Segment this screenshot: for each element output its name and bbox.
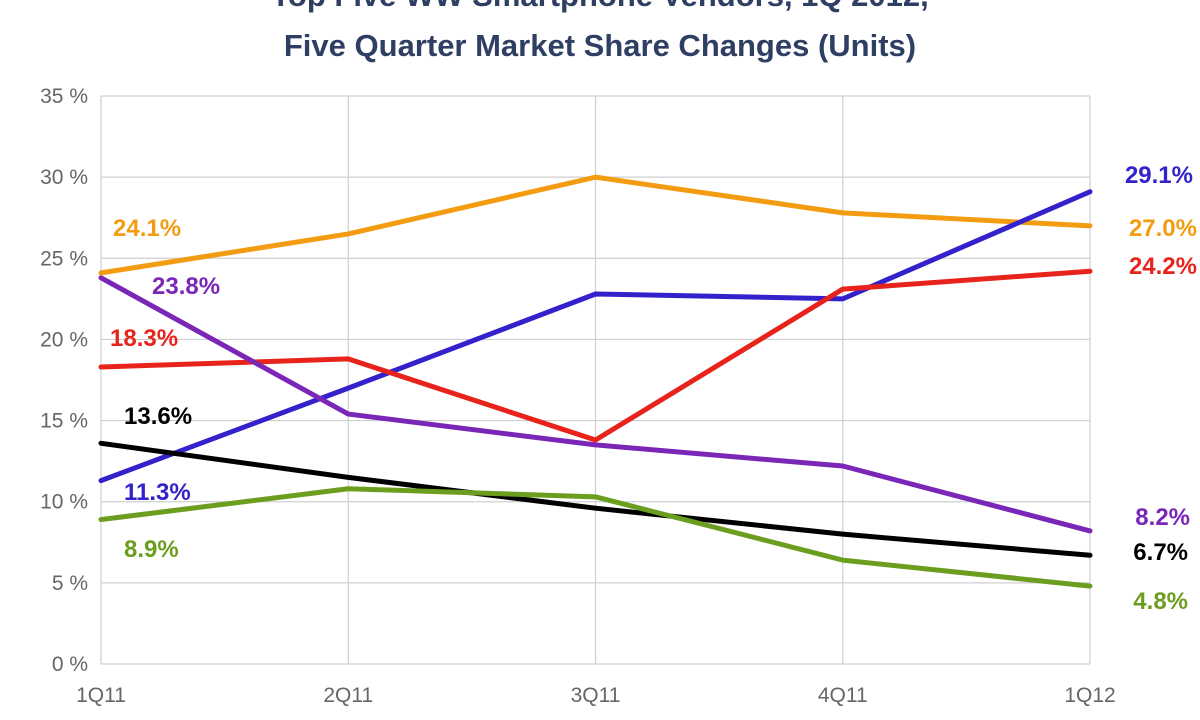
- chart-title-line-1: Top Five WW Smartphone Vendors, 1Q 2012,: [0, 0, 1200, 14]
- series-line: [98, 268, 1093, 443]
- data-label: 27.0%: [1129, 215, 1197, 242]
- y-tick-label: 0 %: [52, 653, 88, 676]
- chart-title-line-2: Five Quarter Market Share Changes (Units…: [283, 28, 917, 63]
- data-label: 23.8%: [152, 273, 220, 300]
- series-line: [98, 440, 1093, 558]
- x-tick-label: 1Q11: [76, 684, 126, 707]
- data-label: 18.3%: [110, 325, 178, 352]
- y-tick-label: 20 %: [40, 328, 88, 351]
- data-label: 29.1%: [1125, 162, 1193, 189]
- series-line: [98, 189, 1093, 484]
- data-label: 8.2%: [1135, 504, 1190, 531]
- data-label: 4.8%: [1133, 588, 1188, 615]
- y-tick-label: 25 %: [40, 247, 88, 270]
- y-tick-label: 10 %: [40, 491, 88, 514]
- data-label: 13.6%: [124, 403, 192, 430]
- data-label: 11.3%: [124, 479, 191, 506]
- data-label: 6.7%: [1133, 539, 1188, 566]
- y-tick-label: 15 %: [40, 410, 88, 433]
- y-tick-label: 30 %: [40, 166, 88, 189]
- data-label: 8.9%: [124, 536, 179, 563]
- series-line: [98, 486, 1093, 589]
- x-tick-label: 3Q11: [571, 684, 621, 707]
- data-label: 24.1%: [113, 215, 181, 242]
- y-tick-label: 35 %: [40, 85, 88, 108]
- series-line: [98, 275, 1093, 534]
- x-tick-label: 2Q11: [323, 684, 373, 707]
- series-line: [98, 174, 1093, 276]
- data-label: 24.2%: [1129, 253, 1197, 280]
- x-tick-label: 4Q11: [818, 684, 868, 707]
- x-tick-label: 1Q12: [1064, 684, 1115, 707]
- y-tick-label: 5 %: [52, 572, 88, 595]
